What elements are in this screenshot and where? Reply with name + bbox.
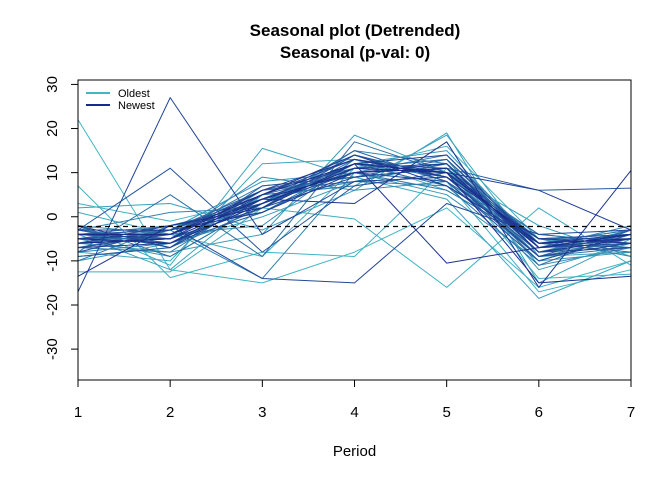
series-layer: [77, 97, 632, 299]
series-line-45: [77, 97, 632, 293]
x-tick-label: 3: [258, 404, 266, 421]
series-line-14: [77, 154, 632, 257]
y-tick-label: -10: [44, 250, 61, 272]
series-line-52: [77, 167, 632, 284]
x-tick-label: 5: [442, 404, 450, 421]
x-axis: 1 2 3 4 5 6 7: [74, 379, 635, 421]
series-line-2: [77, 167, 632, 279]
chart-title: Seasonal plot (Detrended): [250, 21, 461, 40]
legend-label: Newest: [118, 100, 155, 112]
x-tick-label: 6: [535, 404, 543, 421]
x-tick-label: 2: [166, 404, 174, 421]
y-tick-label: 30: [44, 76, 61, 93]
x-tick-label: 1: [74, 404, 82, 421]
y-tick-label: 10: [44, 164, 61, 181]
x-tick-label: 4: [350, 404, 358, 421]
y-tick-label: 20: [44, 120, 61, 137]
chart-subtitle: Seasonal (p-val: 0): [280, 43, 430, 62]
x-axis-label: Period: [333, 443, 376, 460]
x-tick-label: 7: [627, 404, 635, 421]
y-tick-label: -20: [44, 294, 61, 316]
y-tick-label: 0: [44, 213, 61, 221]
y-tick-label: -30: [44, 338, 61, 360]
series-line-5: [77, 145, 632, 257]
legend-label: Oldest: [118, 88, 150, 100]
series-line-4: [78, 207, 632, 288]
legend-box: [79, 81, 153, 113]
series-line-54: [78, 163, 632, 244]
y-axis: -30 -20 -10 0 10 20 30: [44, 76, 79, 360]
series-line-51: [77, 163, 632, 277]
series-line-53: [77, 167, 632, 249]
